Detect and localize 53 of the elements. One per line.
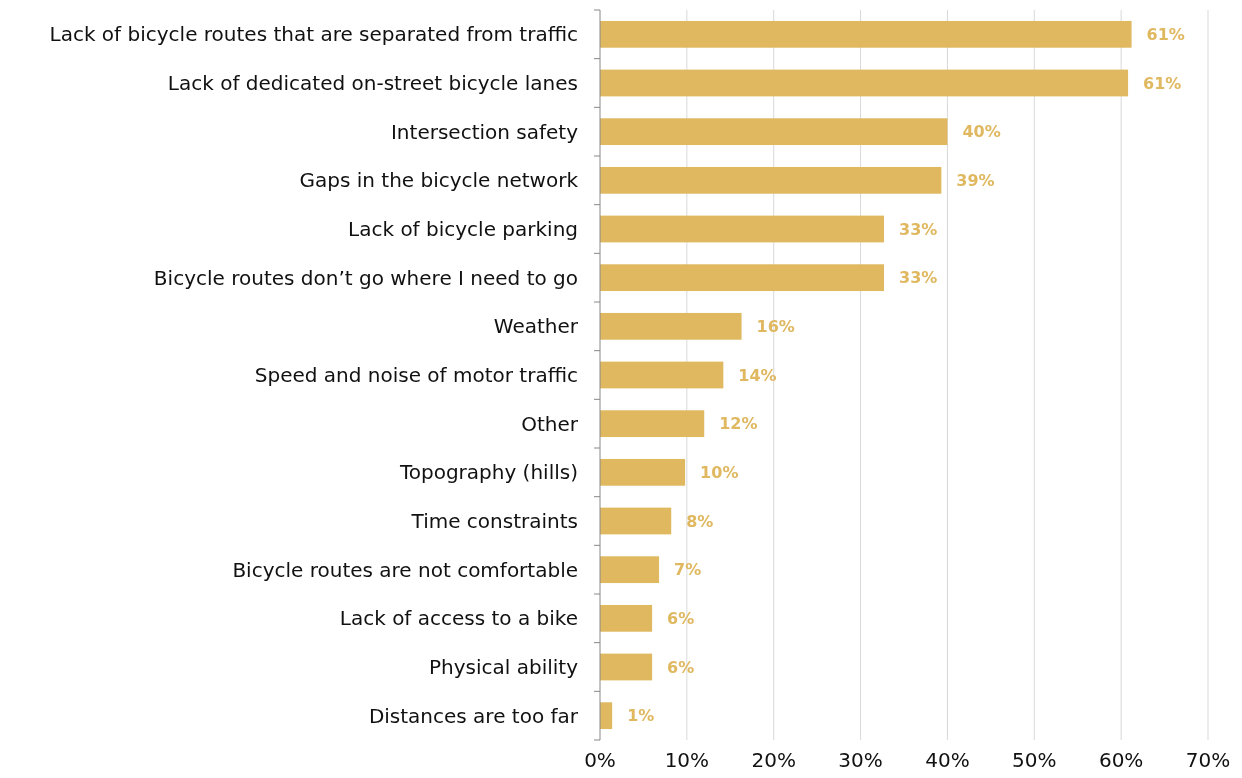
y-tick-label: Lack of dedicated on-street bicycle lanes <box>167 71 578 95</box>
bar <box>600 166 942 194</box>
x-tick-label: 40% <box>925 748 970 772</box>
y-tick-label: Lack of access to a bike <box>339 606 578 631</box>
bar <box>600 410 705 438</box>
data-label: 16% <box>756 316 795 336</box>
y-tick-label: Intersection safety <box>390 119 579 144</box>
data-label: 10% <box>700 462 739 482</box>
bar <box>600 264 885 292</box>
bar <box>600 556 660 584</box>
data-label: 1% <box>627 706 655 726</box>
x-tick-label: 70% <box>1185 748 1231 772</box>
data-label: 14% <box>738 365 777 385</box>
x-tick-label: 30% <box>838 748 883 772</box>
x-tick-label: 0% <box>584 748 616 772</box>
data-label: 61% <box>1143 73 1182 93</box>
bar <box>600 458 686 486</box>
data-label: 33% <box>899 268 938 288</box>
data-label: 6% <box>667 657 695 677</box>
y-tick-label: Weather <box>493 314 579 339</box>
data-label: 40% <box>962 122 1001 142</box>
y-tick-label: Lack of bicycle parking <box>348 217 578 241</box>
y-tick-label: Lack of bicycle routes that are separated from traffic <box>49 22 578 47</box>
bar <box>600 312 742 340</box>
data-label: 61% <box>1146 24 1185 44</box>
bar <box>600 604 653 632</box>
data-label: 7% <box>674 560 702 580</box>
x-tick-label: 10% <box>664 748 710 772</box>
bar <box>600 702 613 730</box>
y-tick-label: Speed and noise of motor traffic <box>254 363 578 387</box>
data-label: 39% <box>956 170 995 190</box>
bar <box>600 653 653 681</box>
x-tick-label: 60% <box>1098 748 1144 772</box>
data-label: 12% <box>719 414 758 434</box>
y-tick-label: Gaps in the bicycle network <box>299 168 579 193</box>
y-tick-label: Physical ability <box>428 655 579 679</box>
bar <box>600 361 724 389</box>
bar <box>600 507 672 535</box>
y-tick-label: Topography (hills) <box>398 460 578 485</box>
data-label: 6% <box>667 608 695 628</box>
y-tick-label: Bicycle routes don’t go where I need to go <box>153 265 578 290</box>
y-tick-label: Distances are too far <box>368 703 579 728</box>
bar <box>600 69 1129 97</box>
y-tick-label: Other <box>521 411 579 436</box>
bar <box>600 20 1132 48</box>
y-tick-label: Time constraints <box>410 509 578 533</box>
data-label: 33% <box>899 219 938 239</box>
data-label: 8% <box>686 511 714 531</box>
bar <box>600 215 885 243</box>
y-tick-label: Bicycle routes are not comfortable <box>232 557 578 582</box>
x-tick-label: 20% <box>751 748 796 772</box>
bar <box>600 118 948 146</box>
x-tick-label: 50% <box>1012 748 1057 772</box>
